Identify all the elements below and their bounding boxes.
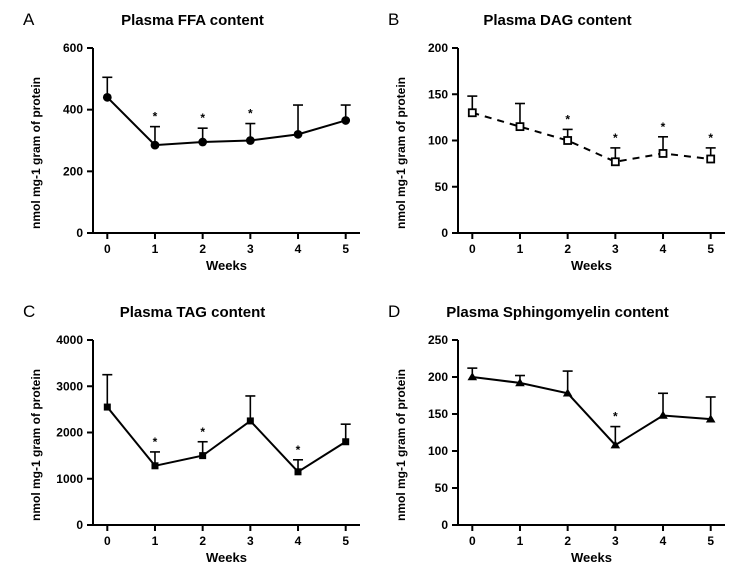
plot-D: 0 50 100 150 200 250 0 1 2 3 4 5 * xyxy=(380,300,735,578)
svg-text:4: 4 xyxy=(295,534,302,548)
panel-D: DPlasma Sphingomyelin contentnmol mg-1 g… xyxy=(380,300,735,578)
svg-text:*: * xyxy=(565,112,570,126)
panel-A: APlasma FFA contentnmol mg-1 gram of pro… xyxy=(15,8,370,286)
svg-text:1: 1 xyxy=(517,534,524,548)
svg-text:0: 0 xyxy=(441,518,448,532)
plot-B: 0 50 100 150 200 0 1 2 3 4 5 * * * * xyxy=(380,8,735,286)
svg-text:*: * xyxy=(613,131,618,145)
svg-text:250: 250 xyxy=(428,333,448,347)
figure: APlasma FFA contentnmol mg-1 gram of pro… xyxy=(0,0,738,584)
svg-text:2000: 2000 xyxy=(56,426,83,440)
svg-text:*: * xyxy=(153,435,158,449)
svg-text:3: 3 xyxy=(247,242,254,256)
svg-text:3: 3 xyxy=(612,534,619,548)
svg-text:1000: 1000 xyxy=(56,472,83,486)
svg-text:200: 200 xyxy=(428,370,448,384)
svg-text:*: * xyxy=(153,110,158,124)
svg-text:5: 5 xyxy=(707,534,714,548)
svg-text:4000: 4000 xyxy=(56,333,83,347)
svg-text:0: 0 xyxy=(104,242,111,256)
svg-text:0: 0 xyxy=(76,518,83,532)
svg-text:1: 1 xyxy=(152,534,159,548)
svg-text:1: 1 xyxy=(517,242,524,256)
svg-text:0: 0 xyxy=(76,226,83,240)
panel-B: BPlasma DAG contentnmol mg-1 gram of pro… xyxy=(380,8,735,286)
svg-text:4: 4 xyxy=(660,242,667,256)
svg-text:2: 2 xyxy=(199,242,206,256)
svg-text:2: 2 xyxy=(564,534,571,548)
svg-text:150: 150 xyxy=(428,87,448,101)
svg-text:1: 1 xyxy=(152,242,159,256)
svg-text:2: 2 xyxy=(564,242,571,256)
svg-text:*: * xyxy=(296,443,301,457)
svg-text:5: 5 xyxy=(707,242,714,256)
svg-text:4: 4 xyxy=(660,534,667,548)
svg-text:5: 5 xyxy=(342,242,349,256)
svg-text:400: 400 xyxy=(63,103,83,117)
plot-A: 0 200 400 600 0 1 2 3 4 5 * * * xyxy=(15,8,370,286)
svg-text:*: * xyxy=(200,111,205,125)
plot-C: 0 1000 2000 3000 4000 0 1 2 3 4 5 * * * xyxy=(15,300,370,578)
svg-text:50: 50 xyxy=(435,481,449,495)
svg-text:*: * xyxy=(613,410,618,424)
svg-text:100: 100 xyxy=(428,134,448,148)
svg-text:600: 600 xyxy=(63,41,83,55)
svg-text:5: 5 xyxy=(342,534,349,548)
svg-text:3: 3 xyxy=(612,242,619,256)
svg-text:200: 200 xyxy=(63,164,83,178)
svg-text:100: 100 xyxy=(428,444,448,458)
svg-text:*: * xyxy=(200,425,205,439)
svg-text:4: 4 xyxy=(295,242,302,256)
svg-text:0: 0 xyxy=(469,534,476,548)
svg-text:*: * xyxy=(661,120,666,134)
svg-text:3: 3 xyxy=(247,534,254,548)
svg-text:200: 200 xyxy=(428,41,448,55)
svg-text:0: 0 xyxy=(441,226,448,240)
svg-text:2: 2 xyxy=(199,534,206,548)
panel-C: CPlasma TAG contentnmol mg-1 gram of pro… xyxy=(15,300,370,578)
svg-text:*: * xyxy=(248,107,253,121)
svg-text:150: 150 xyxy=(428,407,448,421)
svg-text:0: 0 xyxy=(104,534,111,548)
svg-text:*: * xyxy=(708,131,713,145)
svg-text:3000: 3000 xyxy=(56,379,83,393)
svg-text:0: 0 xyxy=(469,242,476,256)
svg-text:50: 50 xyxy=(435,180,449,194)
